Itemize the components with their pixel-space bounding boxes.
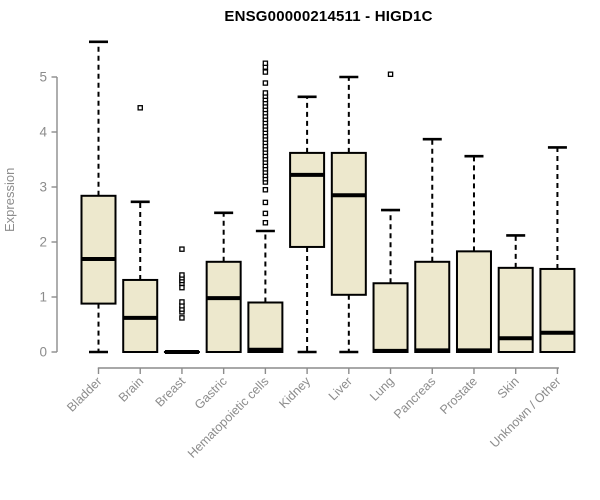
outlier-point-breast xyxy=(179,315,185,321)
box-pancreas xyxy=(414,260,451,353)
outlier-point-lung xyxy=(387,71,394,78)
x-tick-label: Unknown / Other xyxy=(487,374,563,450)
outlier-point-hematopoietic-cells xyxy=(262,90,269,96)
chart-title: ENSG00000214511 - HIGD1C xyxy=(224,8,433,25)
x-tick-label: Bladder xyxy=(64,374,104,414)
x-tick-label: Skin xyxy=(495,374,522,401)
box-unknown-other xyxy=(539,267,576,354)
x-tick-label: Liver xyxy=(326,374,355,403)
x-tick-label: Pancreas xyxy=(391,374,438,421)
y-tick-label: 1 xyxy=(39,290,47,305)
x-tick-label: Brain xyxy=(116,374,147,405)
x-tick-label: Kidney xyxy=(276,374,313,411)
outlier-point-breast xyxy=(179,246,185,252)
y-tick-label: 0 xyxy=(39,345,47,360)
outlier-point-breast xyxy=(179,299,185,305)
y-tick-label: 5 xyxy=(39,70,47,85)
outlier-point-breast xyxy=(179,284,185,291)
y-tick-label: 3 xyxy=(39,180,47,195)
outlier-point-hematopoietic-cells xyxy=(262,186,269,193)
outlier-point-hematopoietic-cells xyxy=(262,80,269,86)
outlier-point-hematopoietic-cells xyxy=(262,69,269,75)
y-tick-label: 4 xyxy=(39,125,47,140)
box-liver xyxy=(330,151,367,296)
box-hematopoietic-cells xyxy=(247,301,284,353)
box-gastric xyxy=(205,260,242,353)
x-tick-label: Lung xyxy=(367,374,397,404)
x-tick-label: Prostate xyxy=(437,374,480,417)
x-tick-label: Breast xyxy=(153,374,189,410)
outlier-point-brain xyxy=(137,105,143,111)
box-lung xyxy=(372,282,409,353)
box-kidney xyxy=(289,151,326,248)
outlier-point-hematopoietic-cells xyxy=(262,199,269,206)
x-tick-label: Hematopoietic cells xyxy=(185,374,272,461)
box-bladder xyxy=(80,194,117,305)
outlier-point-breast xyxy=(179,272,185,278)
outlier-point-hematopoietic-cells xyxy=(262,210,269,217)
x-tick-label: Gastric xyxy=(192,374,230,412)
box-prostate xyxy=(455,250,492,354)
outlier-point-hematopoietic-cells xyxy=(262,60,269,67)
y-tick-label: 2 xyxy=(39,235,47,250)
outlier-point-hematopoietic-cells xyxy=(262,219,269,226)
